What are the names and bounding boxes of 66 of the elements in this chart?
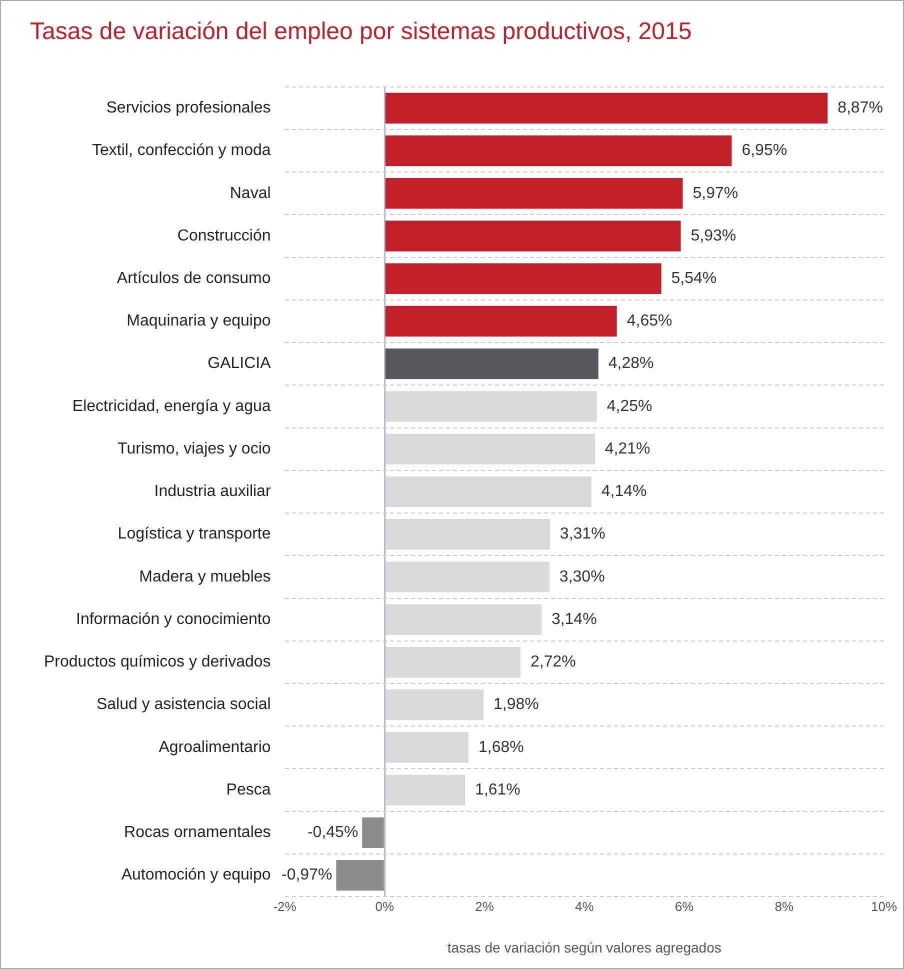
y-tick-label: Construcción [177,227,271,244]
bar [385,732,469,763]
y-tick-label: Servicios profesionales [106,100,271,117]
bar [385,689,484,720]
bar [385,92,828,124]
bar [385,646,520,678]
y-tick-label: Madera y muebles [139,568,271,586]
bar [385,434,595,464]
data-label: 8,87% [838,100,883,117]
bar [385,135,732,166]
x-tick-label: 6% [674,898,694,914]
y-tick-label: Textil, confección y moda [92,142,271,160]
x-tick-label: 2% [475,898,494,914]
bar [385,306,617,337]
bar [385,604,542,635]
y-tick-label: Automoción y equipo [121,866,271,884]
y-tick-label: Pesca [226,781,271,798]
data-label: 1,68% [478,738,524,756]
y-tick-label: Productos químicos y derivados [44,654,271,671]
bar [385,476,592,508]
y-tick-label: Logística y transporte [118,526,271,543]
data-label: 1,98% [494,696,539,714]
bar [385,562,550,592]
chart-title: Tasas de variación del empleo por sistemas productivos, 2015 [30,18,692,46]
bar [362,817,384,848]
data-label: 3,14% [551,610,597,628]
data-label: 4,21% [604,440,650,458]
data-label: 1,61% [475,781,520,798]
y-tick-label: GALICIA [208,355,272,372]
data-label: 2,72% [530,654,576,671]
y-tick-label: Agroalimentario [158,738,271,756]
y-tick-label: Artículos de consumo [116,270,271,287]
y-tick-label: Maquinaria y equipo [126,312,271,330]
data-label: 6,95% [742,142,788,160]
bar [385,774,466,806]
bar [385,178,683,209]
x-axis-title: tasas de variación según valores agregados [447,939,722,956]
data-label: 5,54% [671,270,717,287]
bar [385,518,550,550]
x-tick-label: 10% [870,898,898,914]
bar [385,263,662,294]
x-tick-label: 4% [574,898,594,914]
data-label: 4,14% [601,483,647,500]
y-tick-label: Información y conocimiento [76,610,271,628]
data-label: 5,93% [690,227,736,244]
bar [385,220,681,252]
y-tick-label: Salud y asistencia social [96,696,271,714]
data-label: 4,25% [606,398,652,415]
x-tick-label: -2% [273,898,297,914]
bar [336,860,384,891]
data-label: -0,97% [282,866,332,884]
y-tick-label: Rocas ornamentales [124,824,271,842]
data-label: 3,30% [559,568,605,586]
data-label: 3,31% [560,526,606,543]
data-label: 4,28% [608,355,654,372]
x-tick-label: 8% [774,898,794,914]
data-label: 5,97% [692,184,738,202]
y-tick-label: Electricidad, energía y agua [72,398,271,415]
y-tick-label: Industria auxiliar [154,483,272,500]
x-tick-label: 0% [375,898,394,914]
y-tick-label: Turismo, viajes y ocio [118,440,271,458]
bar [385,348,598,380]
y-tick-label: Naval [230,184,271,202]
bar [385,391,597,422]
data-label: 4,65% [626,312,672,330]
data-label: -0,45% [307,824,358,842]
